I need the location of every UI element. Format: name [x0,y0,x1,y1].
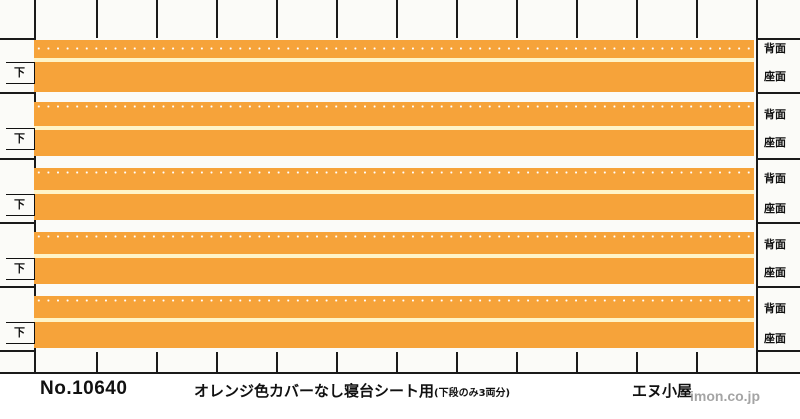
seat-label: 座面 [764,70,786,83]
grid-line [216,0,218,38]
grid-line [96,352,98,372]
grid-line [516,352,518,372]
footer [0,372,800,419]
backrest-label: 背面 [764,42,786,55]
grid-line [756,158,800,160]
grid-line [756,350,800,352]
perforation-row [34,105,754,108]
grid-line [0,158,34,160]
grid-line [636,0,638,38]
grid-line [396,352,398,372]
seat-set [34,102,754,156]
perforation-row [34,235,754,238]
grid-line [156,0,158,38]
separator-line [34,58,754,62]
perforation-row [34,47,754,50]
product-subtitle: (下段のみ3両分) [434,388,511,399]
grid-line [396,0,398,38]
seat-label: 座面 [764,202,786,215]
separator-line [34,126,754,130]
lower-berth-label: 下 [14,198,25,211]
grid-line [636,352,638,372]
grid-line [456,352,458,372]
product-title: オレンジ色カバーなし寝台シート用(下段のみ3両分) [194,380,510,401]
lower-berth-label: 下 [14,262,25,275]
watermark: imon.co.jp [690,388,760,404]
seat-label: 座面 [764,136,786,149]
grid-line [756,38,800,40]
grid-line [516,0,518,38]
footer-divider [0,372,800,374]
grid-line [276,0,278,38]
grid-line [756,92,800,94]
backrest-label: 背面 [764,302,786,315]
left-tab-box [6,258,35,280]
separator-line [34,318,754,322]
lower-berth-label: 下 [14,326,25,339]
grid-line [96,0,98,38]
seat-label: 座面 [764,332,786,345]
perforation-row [34,299,754,302]
product-number: No.10640 [40,378,128,399]
backrest-label: 背面 [764,238,786,251]
grid-line [576,0,578,38]
seat-set [34,40,754,92]
seat-label: 座面 [764,266,786,279]
perforation-row [34,171,754,174]
grid-line [0,38,34,40]
lower-berth-label: 下 [14,132,25,145]
grid-line [0,286,34,288]
grid-line [756,222,800,224]
grid-line [756,286,800,288]
separator-line [34,254,754,258]
backrest-label: 背面 [764,172,786,185]
product-title-main: オレンジ色カバーなし寝台シート用 [194,382,435,400]
grid-line [336,0,338,38]
grid-line [456,0,458,38]
seat-band [34,62,754,92]
backrest-label: 背面 [764,108,786,121]
grid-line [276,352,278,372]
grid-line [336,352,338,372]
grid-line [0,92,34,94]
seat-band [34,258,754,284]
grid-line [156,352,158,372]
seat-set [34,232,754,284]
seat-band [34,322,754,348]
seat-band [34,130,754,156]
lower-berth-label: 下 [14,66,25,79]
grid-line [696,0,698,38]
grid-line [0,222,34,224]
seat-set [34,168,754,220]
brand-name: エヌ小屋 [632,382,693,400]
seat-set [34,296,754,348]
grid-line [576,352,578,372]
grid-line [0,350,34,352]
grid-line [216,352,218,372]
left-tab-box [6,194,35,216]
left-tab-box [6,62,35,84]
left-tab-box [6,322,35,344]
seat-band [34,194,754,220]
left-tab-box [6,128,35,150]
separator-line [34,190,754,194]
grid-line [696,352,698,372]
grid-line [756,0,758,372]
